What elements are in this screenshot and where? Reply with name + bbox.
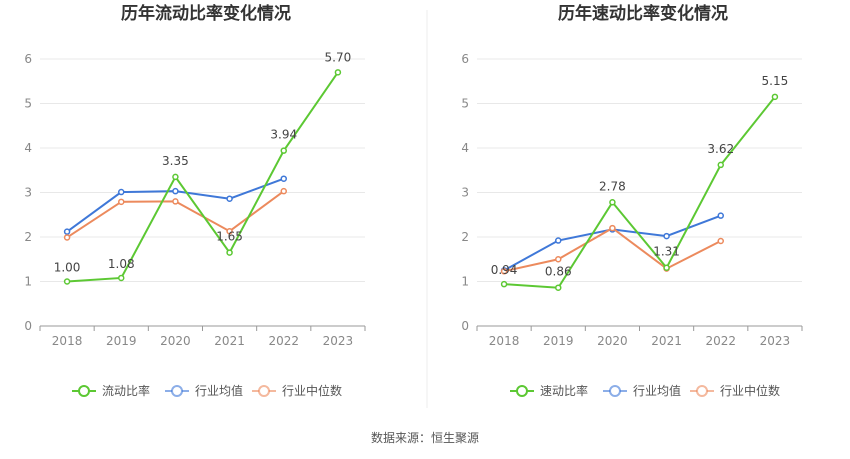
y-tick-label: 1 — [24, 275, 32, 289]
data-label: 3.94 — [270, 128, 297, 142]
series-3-point — [717, 237, 724, 245]
y-tick-label: 6 — [24, 52, 32, 66]
legend-label: 速动比率 — [540, 383, 588, 398]
series-2-point — [63, 228, 71, 235]
x-tick-label: 2019 — [543, 334, 574, 348]
series-3-point — [555, 256, 562, 263]
series-1-point — [500, 280, 508, 288]
y-tick-label: 5 — [24, 97, 32, 111]
x-tick-label: 2023 — [760, 334, 791, 348]
legend-swatch-marker — [516, 385, 528, 397]
y-tick-label: 1 — [461, 275, 469, 289]
series-line-1 — [67, 71, 339, 283]
series-3-point — [118, 198, 125, 206]
series-2-point — [717, 212, 724, 219]
y-tick-label: 0 — [24, 319, 32, 333]
chart-panel-1: 历年流动比率变化情况 0 1 2 3 4 5 6 2018 2019 2020 2021 2022 202… — [24, 3, 366, 398]
series-2-point — [555, 237, 562, 244]
y-tick-label: 2 — [24, 230, 32, 244]
series-line-3 — [66, 190, 285, 239]
y-tick-label: 6 — [461, 52, 469, 66]
series-2-point — [118, 188, 125, 196]
series-1-point — [172, 173, 179, 181]
data-label: 1.00 — [54, 261, 81, 275]
data-label: 5.15 — [762, 74, 789, 88]
y-tick-label: 5 — [461, 97, 469, 111]
series-line-2 — [66, 177, 285, 233]
series-line-1 — [504, 96, 776, 289]
x-tick-label: 2018 — [52, 334, 83, 348]
series-1-point — [717, 161, 724, 169]
series-1-point — [663, 264, 670, 271]
data-label: 3.35 — [162, 154, 189, 168]
legend-swatch-marker — [696, 385, 708, 397]
chart-title: 历年速动比率变化情况 — [558, 3, 728, 24]
data-label: 1.31 — [653, 245, 680, 259]
series-1-point — [771, 93, 779, 101]
data-label: 5.70 — [325, 50, 352, 64]
series-3-point — [63, 234, 71, 241]
series-3-point — [609, 224, 616, 232]
legend-label: 行业中位数 — [720, 383, 780, 398]
x-tick-label: 2020 — [597, 334, 628, 348]
source-note: 数据来源：恒生聚源 — [371, 430, 479, 445]
legend-swatch-marker — [171, 385, 183, 397]
y-tick-label: 3 — [461, 186, 469, 200]
y-tick-label: 3 — [24, 186, 32, 200]
data-label: 2.78 — [599, 179, 626, 193]
legend-label: 行业中位数 — [282, 383, 342, 398]
series-2-point — [172, 187, 179, 195]
series-3-point — [280, 187, 287, 195]
series-1-point — [118, 274, 125, 282]
x-tick-label: 2018 — [489, 334, 520, 348]
chart-title: 历年流动比率变化情况 — [121, 3, 291, 24]
x-tick-label: 2021 — [651, 334, 682, 348]
series-1-point — [555, 284, 562, 291]
series-3-point — [500, 268, 508, 275]
series-line-2 — [503, 214, 722, 272]
y-tick-label: 2 — [461, 230, 469, 244]
legend-swatch-marker — [78, 385, 90, 397]
y-tick-label: 4 — [24, 141, 32, 155]
series-2-point — [663, 232, 670, 240]
series-1-point — [280, 147, 287, 154]
series-1-point — [609, 199, 616, 206]
y-tick-label: 0 — [461, 319, 469, 333]
series-line-3 — [503, 226, 722, 273]
legend-swatch-marker — [258, 385, 270, 397]
data-label: 0.94 — [491, 263, 518, 277]
series-1-point — [226, 249, 233, 256]
series-2-point — [280, 175, 287, 182]
x-tick-label: 2019 — [106, 334, 137, 348]
series-2-point — [226, 195, 233, 202]
series-3-point — [172, 198, 179, 205]
y-tick-label: 4 — [461, 141, 469, 155]
data-label: 1.08 — [108, 257, 135, 271]
data-label: 1.65 — [216, 230, 243, 244]
x-tick-label: 2021 — [214, 334, 245, 348]
data-label: 3.62 — [707, 142, 734, 156]
x-tick-label: 2023 — [323, 334, 354, 348]
legend-label: 行业均值 — [195, 383, 243, 398]
series-3-point — [226, 227, 233, 235]
series-1-point — [334, 69, 342, 76]
x-tick-label: 2022 — [705, 334, 736, 348]
x-tick-label: 2022 — [268, 334, 299, 348]
series-1-point — [63, 278, 71, 285]
x-tick-label: 2020 — [160, 334, 191, 348]
chart-panel-2: 历年速动比率变化情况 0 1 2 3 4 5 6 2018 2019 2020 2021 2022 202… — [461, 3, 803, 398]
data-label: 0.86 — [545, 265, 572, 279]
legend-swatch-marker — [609, 385, 621, 397]
legend-label: 流动比率 — [102, 383, 150, 398]
legend-label: 行业均值 — [633, 383, 681, 398]
